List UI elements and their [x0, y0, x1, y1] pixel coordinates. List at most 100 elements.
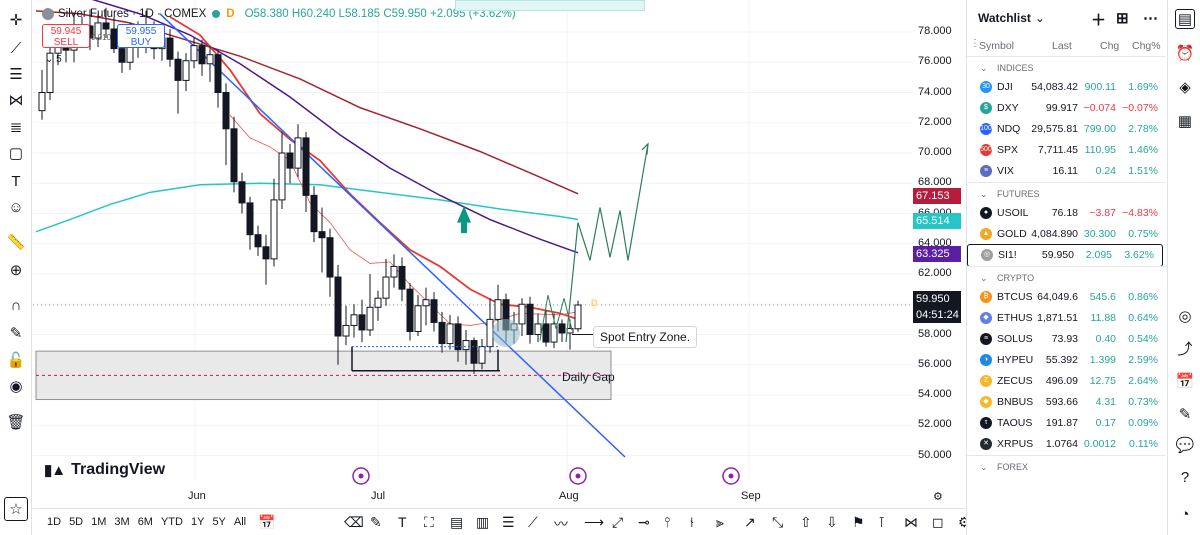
range-button[interactable]: 1Y [190, 516, 205, 528]
calendar-days-icon[interactable]: 📅 [1175, 373, 1195, 390]
pattern-tool-icon[interactable]: ⋈ [904, 514, 918, 530]
trash-icon[interactable]: 🗑 [6, 413, 26, 431]
watchlist-row[interactable]: ▲ GOLD 4,084.890 30.300 0.75% [967, 224, 1166, 245]
range-button[interactable]: All [233, 516, 247, 528]
text-icon[interactable]: T [11, 172, 21, 190]
watchlist-row[interactable]: ◆ BNBUS 593.66 4.31 0.73% [967, 392, 1166, 413]
range-button[interactable]: 3M [114, 516, 130, 528]
magnet-icon[interactable]: ∩ [10, 296, 22, 314]
col-chgp[interactable]: Chg% [1132, 40, 1161, 52]
chat-icon[interactable]: 💬 [1175, 437, 1195, 454]
watchlist-row[interactable]: ● USOIL 76.18 −3.87 −4.83% [967, 203, 1166, 224]
vertical-line-icon[interactable]: ⫯ [664, 514, 671, 530]
spot-entry-label[interactable]: Spot Entry Zone. [594, 327, 697, 347]
watchlist-section[interactable]: ⌄ FOREX [967, 455, 1166, 476]
chevron-down-icon[interactable]: ⌄ [1034, 11, 1045, 25]
watchlist-row[interactable]: ₿ BTCUS 64,049.6 545.6 0.86% [967, 287, 1166, 308]
chevron-down-icon[interactable]: ⌄ [980, 63, 988, 73]
col-last[interactable]: Last [1052, 40, 1072, 52]
watchlist-row[interactable]: ≡ VIX 16.11 0.24 1.51% [967, 161, 1166, 182]
flag-icon[interactable]: ⚑ [852, 514, 865, 530]
watchlist-row[interactable]: 100 NDQ 29,575.81 799.00 2.78% [967, 119, 1166, 140]
pitchfork-icon[interactable]: ⫸ [716, 514, 724, 530]
range-button[interactable]: 6M [137, 516, 153, 528]
range-button[interactable]: 1M [91, 516, 107, 528]
chevron-down-icon[interactable]: ⌄ [980, 273, 988, 283]
long-position-icon[interactable]: ▤ [450, 514, 464, 530]
favorites-icon[interactable]: ☆ [4, 497, 28, 521]
text-tool-icon[interactable]: T [398, 514, 407, 530]
rectangle-icon[interactable]: ▢ [8, 144, 24, 162]
trend-tool-icon[interactable]: ⟋ [528, 514, 538, 530]
watchlist-icon[interactable]: ▤ [1175, 9, 1195, 29]
trend-up-icon[interactable]: ⤴ [1177, 341, 1193, 358]
arrow-marker-icon[interactable]: ↗ [744, 514, 756, 530]
col-symbol[interactable]: Symbol [979, 40, 1015, 52]
help-icon[interactable]: ? [1180, 469, 1190, 486]
watchlist-row[interactable]: ✕ XRPUS 1.0764 0.0012 0.11% [967, 434, 1166, 455]
compass-icon[interactable]: ◎ [1178, 308, 1192, 325]
more-icon[interactable]: ⋯ [1143, 10, 1158, 27]
symbol-title[interactable]: Silver Futures · 1D · COMEX [58, 8, 207, 20]
watchlist-row[interactable]: Z ZECUS 496.09 12.75 2.64% [967, 371, 1166, 392]
lock-drawing-icon[interactable]: ✎ [9, 324, 23, 342]
calendar-icon[interactable]: ▦ [1177, 113, 1193, 130]
watchlist-title[interactable]: Watchlist [978, 11, 1031, 25]
eraser-icon[interactable]: ⌫ [344, 514, 364, 530]
crosshair-icon[interactable]: ✛ [9, 11, 23, 29]
promo-banner[interactable] [455, 0, 645, 11]
ruler-icon[interactable]: 📏 [6, 233, 26, 251]
alerts-icon[interactable]: ⏰ [1175, 45, 1195, 62]
add-symbol-icon[interactable]: ＋ [1091, 12, 1107, 29]
watchlist-row[interactable]: 500 SPX 7,711.45 110.95 1.46% [967, 140, 1166, 161]
comment-icon[interactable]: ◻ [932, 514, 944, 530]
extended-line-icon[interactable]: ⤢ [612, 514, 624, 530]
arrow-down-icon[interactable]: ⇩ [826, 514, 838, 530]
chevron-down-icon[interactable]: ⌄ [980, 189, 988, 199]
watchlist-section[interactable]: ⌄ FUTURES [967, 182, 1166, 203]
horizontal-lines-icon[interactable]: ☰ [9, 65, 23, 83]
short-position-icon[interactable]: ▥ [476, 514, 490, 530]
notifications-icon[interactable]: ◔ [1180, 506, 1190, 523]
col-chg[interactable]: Chg [1100, 40, 1120, 52]
sell-button[interactable]: 59.945 SELL [42, 24, 90, 48]
fib-icon[interactable]: ≣ [9, 118, 23, 136]
arrow-up-icon[interactable]: ⇧ [800, 514, 812, 530]
buy-button[interactable]: 59.955 BUY [117, 24, 165, 48]
chart-settings-icon[interactable]: ⚙ [933, 491, 943, 503]
watchlist-row[interactable]: $ DXY 99.917 −0.074 −0.07% [967, 98, 1166, 119]
watchlist-row[interactable]: ◆ ETHUS 1,871.51 11.88 0.64% [967, 308, 1166, 329]
chevron-down-icon[interactable]: ⌄ [980, 462, 988, 472]
range-button[interactable]: 1D [47, 516, 62, 528]
watchlist-row[interactable]: ≡ SOLUS 73.93 0.40 0.54% [967, 329, 1166, 350]
advanced-view-icon[interactable]: ⊞ [1116, 10, 1129, 27]
cross-line-icon[interactable]: ⫮ [690, 514, 694, 530]
watchlist-row[interactable]: ◑ HYPEU 55.392 1.399 2.59% [967, 350, 1166, 371]
brush-icon[interactable]: ✎ [370, 514, 382, 530]
watchlist-row[interactable]: 30 DJI 54,083.42 900.11 1.69% [967, 77, 1166, 98]
path-icon[interactable]: 〰 [554, 516, 568, 532]
range-button[interactable]: YTD [160, 516, 183, 528]
layers-icon[interactable]: ◈ [1179, 79, 1191, 96]
range-button[interactable]: 5D [69, 516, 84, 528]
frame-icon[interactable]: ⛶ [424, 514, 434, 530]
fib-levels-icon[interactable]: ☰ [502, 514, 515, 530]
pattern-icon[interactable]: ⋈ [8, 91, 24, 109]
daily-gap-label[interactable]: Daily Gap [562, 370, 615, 384]
trend-line-icon[interactable]: ⟋ [10, 39, 22, 57]
watchlist-row[interactable]: ◎ SI1! 59.950 2.095 3.62% [967, 244, 1163, 267]
calendar-icon[interactable]: 📅 [258, 513, 276, 530]
zoom-in-icon[interactable]: ⊕ [9, 261, 23, 279]
watchlist-row[interactable]: τ TAOUS 191.87 0.17 0.09% [967, 413, 1166, 434]
horizontal-line-icon[interactable]: ⊸ [638, 514, 650, 530]
watchlist-section[interactable]: ⌄ INDICES [967, 56, 1166, 77]
fullscreen-icon[interactable]: ⤡ [772, 514, 784, 530]
price-chart[interactable]: D [33, 0, 966, 508]
indicator-collapse[interactable]: ⌄ 5 [45, 54, 62, 65]
emoji-icon[interactable]: ☺ [8, 198, 24, 216]
lock-icon[interactable]: 🔓 [6, 351, 26, 369]
range-button[interactable]: 5Y [212, 516, 226, 528]
watchlist-section[interactable]: ⌄ CRYPTO [967, 266, 1166, 287]
drag-handle-icon[interactable]: ⋮ [970, 38, 980, 49]
ray-icon[interactable]: ⟶ [584, 514, 605, 530]
